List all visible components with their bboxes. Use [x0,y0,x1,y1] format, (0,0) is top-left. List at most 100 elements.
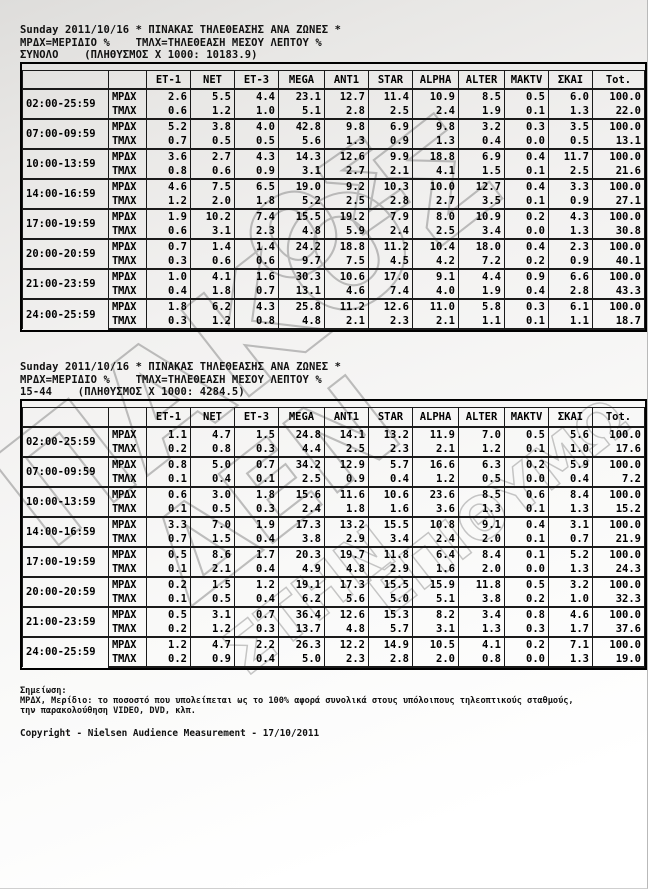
cell-share: 7.4 [234,208,279,225]
cell-rating: 2.1 [368,164,413,180]
cell-rating: 2.5 [412,224,459,240]
cell-rating: 0.8 [190,441,235,458]
header-zone [22,69,109,91]
cell-share: 10.0 [412,178,459,195]
zones-table-wrapper-2: ET-1 NET ET-3 MEGA ANT1 STAR ALPHA ALTER… [20,399,647,670]
cell-rating: 0.3 [234,501,279,518]
cell-rating: 2.3 [368,441,413,458]
cell-rating: 1.5 [458,164,505,180]
cell-rating: 1.3 [412,134,459,150]
cell-rating: 0.6 [234,254,279,270]
cell-rating: 0.5 [190,134,235,150]
metric-label-rating: ΤΜΛΧ [108,591,147,608]
table-body-1: 02:00-25:59 ΜΡΔΧ 2.6 5.5 4.4 23.1 12.7 11.4 10.9… [22,88,645,331]
cell-rating: 4.4 [278,441,325,458]
table-row: 20:00-20:59 ΜΡΔΧ 0.2 1.5 1.2 19.1 17.3 15.5 15.9… [22,575,645,607]
cell-rating: 1.2 [190,314,235,331]
cell-share: 5.8 [458,298,505,315]
zone-label: 20:00-20:59 [22,238,109,270]
cell-rating: 0.9 [548,194,593,210]
zone-label: 14:00-16:59 [22,515,109,547]
header-col-alter: ALTER [458,69,505,91]
cell-rating: 0.9 [190,651,235,668]
cell-rating: 0.1 [504,194,549,210]
cell-rating: 0.1 [504,314,549,331]
cell-share: 16.6 [412,455,459,472]
cell-share: 10.9 [458,208,505,225]
metric-label-rating: ΤΜΛΧ [108,441,147,458]
note-label: Σημείωση: [20,685,67,696]
cell-rating: 0.5 [190,591,235,608]
metric-label-share: ΜΡΔΧ [108,485,147,502]
cell-share: 12.7 [458,178,505,195]
report-2-title-line-2: ΜΡΔΧ=ΜΕΡΙΔΙΟ % ΤΜΛΧ=ΤΗΛΕΘΕΑΣΗ ΜΕΣΟΥ ΛΕΠΤ… [20,373,322,386]
header-col-et3: ET-3 [234,407,279,428]
cell-share: 6.0 [548,88,593,105]
cell-rating: 0.9 [234,164,279,180]
cell-rating: 3.6 [412,501,459,518]
cell-share: 3.2 [458,118,505,135]
cell-rating: 3.1 [190,224,235,240]
cell-rating: 0.6 [146,104,191,120]
cell-rating: 0.4 [368,471,413,488]
cell-share: 1.5 [234,425,279,442]
cell-share: 11.6 [324,485,369,502]
cell-rating: 0.4 [234,531,279,548]
cell-rating: 5.1 [412,591,459,608]
cell-share: 10.6 [368,485,413,502]
cell-rating: 0.4 [234,591,279,608]
cell-share: 6.9 [368,118,413,135]
cell-rating: 2.0 [412,651,459,668]
cell-share: 4.4 [234,88,279,105]
table-row: ΤΜΛΧ 0.6 3.1 2.3 4.8 5.9 2.4 2.5 3.4 0.0 1.3 30.8 [23,224,645,240]
cell-total-share: 100.0 [592,605,645,622]
cell-rating: 0.7 [146,134,191,150]
table-row: 24:00-25:59 ΜΡΔΧ 1.8 6.2 4.3 25.8 11.2 12.6 11.0… [22,298,645,330]
table-row: ΤΜΛΧ 0.2 1.2 0.3 13.7 4.8 5.7 3.1 1.3 0.3 1.7 37.6 [23,621,645,638]
cell-share: 5.5 [190,88,235,105]
cell-rating: 2.5 [278,471,325,488]
cell-total-rating: 19.0 [592,651,645,668]
cell-rating: 1.1 [458,314,505,331]
table-row: ΤΜΛΧ 0.3 1.2 0.8 4.8 2.1 2.3 2.1 1.1 0.1 1.1 18.7 [23,314,645,331]
cell-rating: 0.2 [146,441,191,458]
cell-rating: 5.9 [324,224,369,240]
metric-label-share: ΜΡΔΧ [108,545,147,562]
cell-share: 11.2 [368,238,413,255]
cell-share: 8.6 [190,545,235,562]
cell-share: 0.4 [504,178,549,195]
cell-rating: 5.2 [278,194,325,210]
cell-share: 6.6 [548,268,593,285]
header-col-alpha: ALPHA [412,407,459,428]
cell-share: 0.2 [504,208,549,225]
footer-notes: Σημείωση: ΜΡΔΧ, Μερίδιο: το ποσοστό που … [20,686,636,717]
metric-label-rating: ΤΜΛΧ [108,531,147,548]
report-title-line-3: ΣΥΝΟΛΟ (ΠΛΗΘΥΣΜΟΣ Χ 1000: 10183.9) [20,49,258,62]
cell-share: 4.1 [458,635,505,652]
cell-share: 17.3 [278,515,325,532]
cell-rating: 0.1 [146,561,191,578]
table-header-1: ET-1 NET ET-3 MEGA ANT1 STAR ALPHA ALTER… [22,69,645,91]
cell-share: 1.8 [234,485,279,502]
metric-label-rating: ΤΜΛΧ [108,501,147,518]
cell-share: 9.8 [412,118,459,135]
cell-share: 7.1 [548,635,593,652]
cell-total-share: 100.0 [592,238,645,255]
cell-share: 0.2 [504,455,549,472]
table-row: 24:00-25:59 ΜΡΔΧ 1.2 4.7 2.2 26.3 12.2 14.9 10.5… [22,635,645,667]
cell-rating: 3.4 [458,224,505,240]
table-row: 17:00-19:59 ΜΡΔΧ 0.5 8.6 1.7 20.3 19.7 11.8 6.4 8… [22,545,645,577]
cell-rating: 2.7 [324,164,369,180]
cell-rating: 13.1 [278,284,325,300]
header-col-ant1: ANT1 [324,407,369,428]
cell-rating: 0.1 [504,164,549,180]
cell-share: 5.2 [548,545,593,562]
metric-label-rating: ΤΜΛΧ [108,314,147,331]
cell-share: 6.9 [458,148,505,165]
cell-rating: 3.4 [368,531,413,548]
metric-label-rating: ΤΜΛΧ [108,164,147,180]
cell-rating: 0.3 [146,254,191,270]
metric-label-share: ΜΡΔΧ [108,118,147,135]
metric-label-rating: ΤΜΛΧ [108,224,147,240]
cell-share: 42.8 [278,118,325,135]
